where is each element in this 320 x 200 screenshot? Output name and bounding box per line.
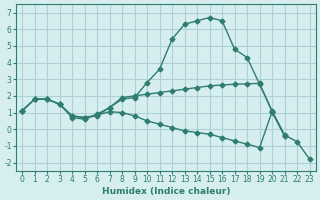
X-axis label: Humidex (Indice chaleur): Humidex (Indice chaleur) (101, 187, 230, 196)
